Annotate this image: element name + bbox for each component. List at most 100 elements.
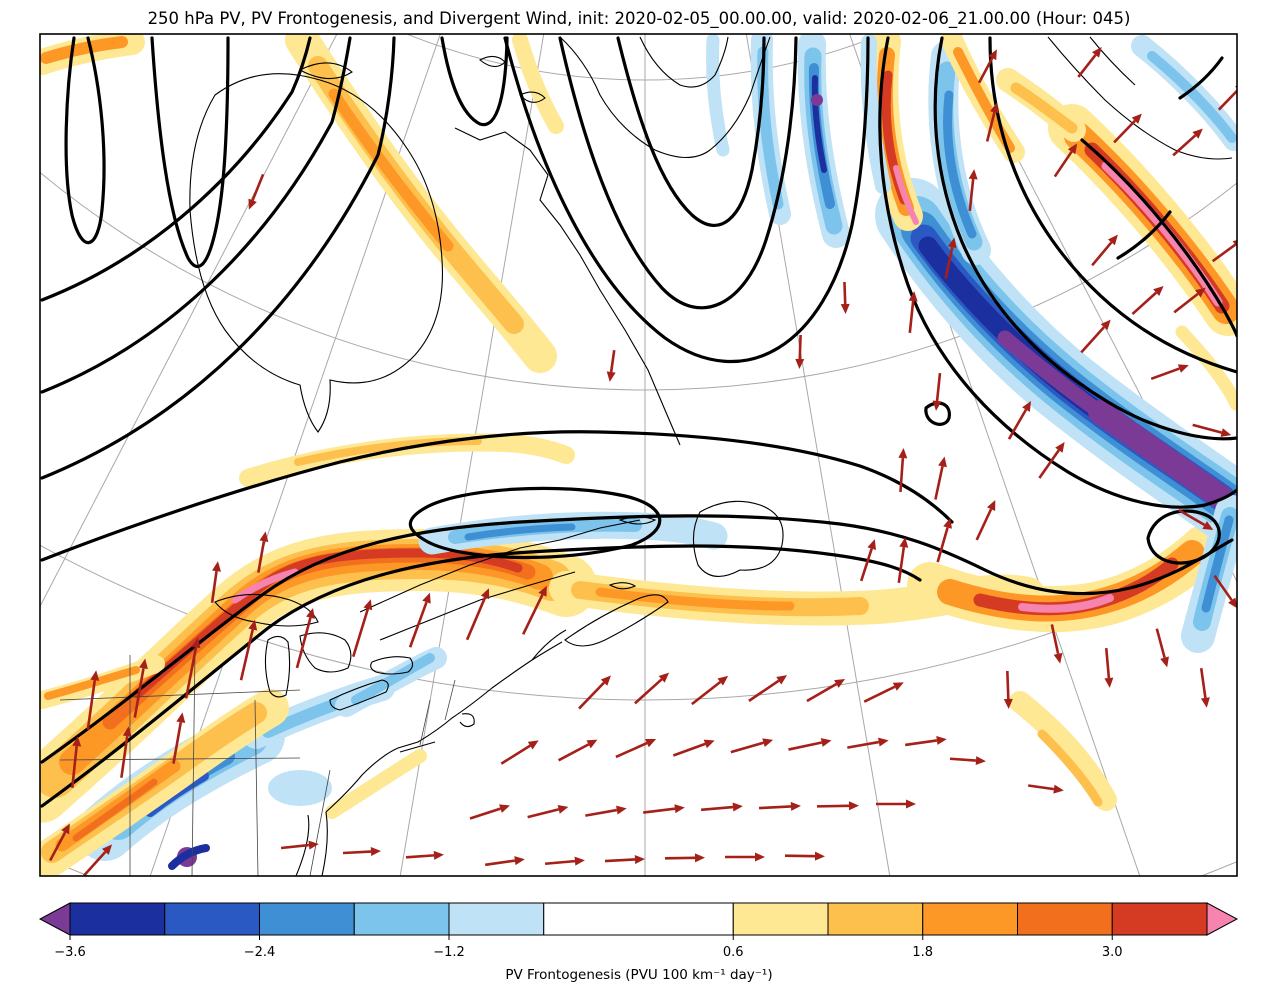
wind-arrow [1131, 285, 1164, 316]
coastlines [189, 36, 1233, 876]
wind-arrow [239, 619, 258, 681]
wind-arrow [977, 49, 997, 84]
wind-arrow [847, 737, 889, 749]
wind-arrow [934, 456, 947, 500]
wind-arrow [184, 637, 201, 699]
wind-arrow [985, 102, 999, 142]
wind-arrow [1172, 128, 1203, 157]
plot-title: 250 hPa PV, PV Frontogenesis, and Diverg… [148, 9, 1131, 29]
wind-arrow [585, 805, 627, 817]
wind-arrow [351, 599, 373, 658]
wind-arrow [1080, 319, 1111, 354]
wind-arrow [615, 739, 657, 759]
wind-arrow [1173, 287, 1206, 314]
wind-arrow [748, 675, 788, 702]
wind-arrow [606, 349, 616, 382]
colorbar-segment [827, 902, 924, 936]
wind-arrow [248, 173, 265, 210]
wind-arrow [1038, 441, 1065, 479]
wind-arrow [908, 291, 918, 334]
wind-arrow [863, 682, 904, 703]
colorbar: −3.6 −2.4 −1.2 0.6 1.8 3.0 [38, 902, 1239, 960]
divergent-wind-arrows [48, 47, 1237, 876]
wind-arrow [1027, 784, 1064, 794]
wind-arrow [500, 740, 539, 765]
wind-arrow [758, 801, 801, 811]
wind-arrow [806, 679, 846, 703]
wind-arrow [642, 804, 685, 814]
colorbar-segment [922, 902, 1018, 936]
colorbar-tick-label: 1.8 [912, 945, 933, 960]
colorbar-segment [732, 902, 829, 936]
wind-arrow [691, 675, 729, 706]
colorbar-segment [353, 902, 450, 936]
wind-arrow [816, 801, 859, 811]
wind-arrow [1155, 628, 1169, 668]
wind-arrow [1178, 508, 1214, 530]
wind-arrow [944, 237, 957, 279]
colorbar-tick-label: −2.4 [244, 945, 276, 960]
colorbar-segment [69, 902, 166, 936]
wind-arrow [1213, 574, 1237, 609]
wind-arrow [257, 531, 269, 573]
wind-arrow [730, 738, 774, 754]
wind-arrow [664, 853, 705, 863]
colorbar-segment [259, 902, 355, 936]
wind-arrow [485, 856, 525, 867]
wind-arrow [1192, 423, 1232, 437]
colorbar-tick-label: −1.2 [433, 945, 465, 960]
wind-arrow [70, 736, 82, 788]
wind-arrow [544, 856, 585, 866]
wind-arrow [408, 592, 431, 648]
wind-arrow [897, 537, 909, 583]
colorbar-segment [1017, 902, 1113, 936]
wind-arrow [672, 739, 715, 757]
wind-arrow [795, 334, 805, 369]
wind-arrow [1104, 647, 1114, 688]
wind-arrow [578, 675, 611, 710]
wind-arrow [700, 802, 743, 812]
wind-arrow [1091, 234, 1118, 267]
wind-arrow [469, 804, 510, 820]
wind-arrow [1150, 364, 1189, 381]
wind-arrow [604, 854, 645, 864]
colorbar-label: PV Frontogenesis (PVU 100 km⁻¹ day⁻¹) [505, 967, 772, 983]
colorbar-segment [543, 902, 734, 936]
colorbar-segment [448, 902, 545, 936]
wind-arrow [521, 585, 547, 635]
wind-arrow [280, 840, 319, 850]
wind-arrow [968, 169, 978, 212]
wind-arrow [932, 372, 942, 411]
wind-arrow [634, 672, 670, 705]
colorbar-tick-label: −3.6 [54, 945, 86, 960]
wind-arrow [1199, 668, 1210, 708]
wind-arrow [725, 852, 765, 862]
wind-arrow [949, 756, 986, 766]
wind-arrow [342, 847, 381, 857]
wind-arrow [120, 726, 132, 778]
colorbar-segment [1111, 902, 1208, 936]
wind-arrow [1050, 624, 1063, 664]
wind-arrow [1053, 143, 1078, 178]
map-frame [39, 33, 1238, 877]
colorbar-extend-max [1206, 902, 1239, 936]
wind-arrow [557, 739, 598, 762]
wind-arrow [975, 500, 996, 541]
wind-arrow [1113, 113, 1142, 144]
wind-arrow [82, 844, 113, 876]
wind-arrow [1077, 47, 1102, 78]
colorbar-segment [164, 902, 260, 936]
wind-arrow [859, 539, 876, 582]
pv-contours [40, 36, 1237, 808]
wind-arrow [784, 851, 825, 861]
wind-arrow [788, 738, 832, 751]
wind-arrow [936, 517, 952, 563]
wind-arrow [527, 804, 569, 819]
colorbar-extend-min [38, 902, 71, 936]
wind-arrow [86, 670, 100, 730]
wind-arrow [210, 561, 221, 603]
wind-arrow [48, 823, 70, 862]
